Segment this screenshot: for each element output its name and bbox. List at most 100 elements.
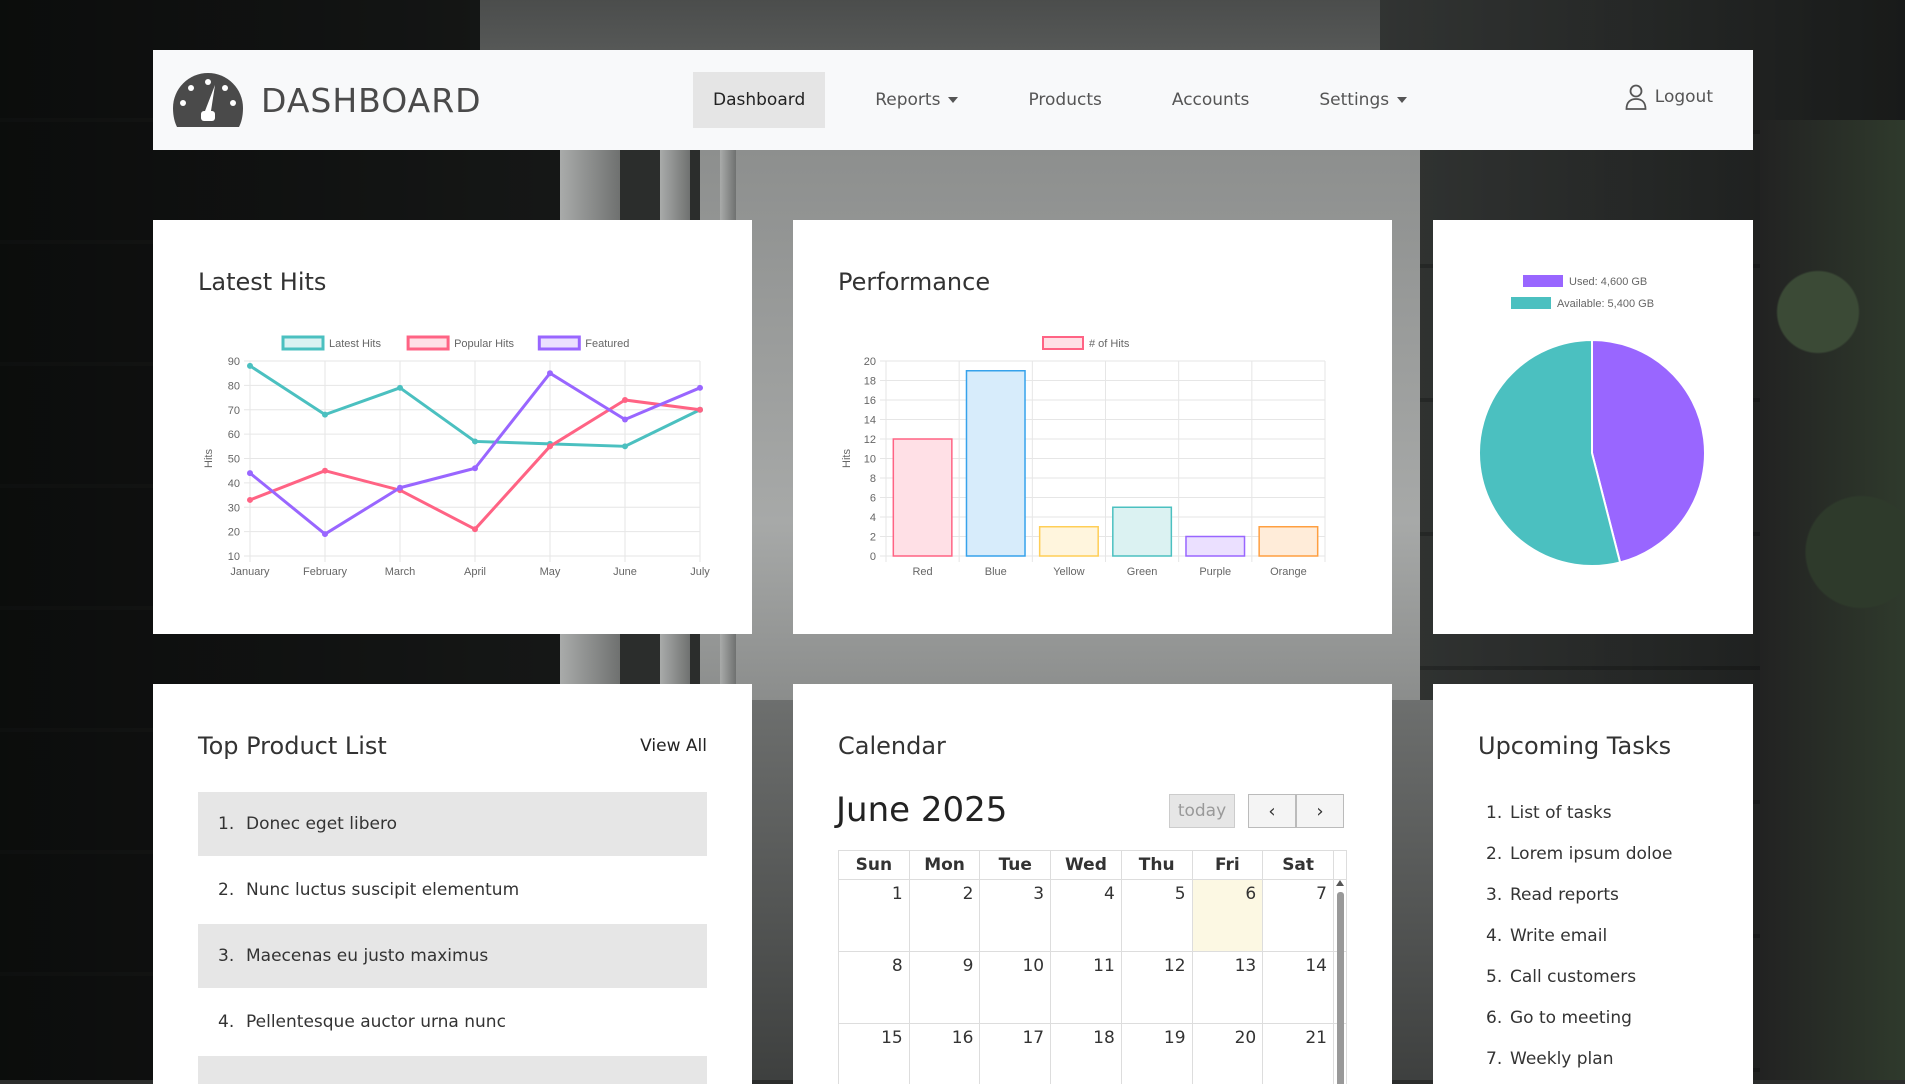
calendar-day-today[interactable]: 6: [1192, 880, 1263, 952]
weekday-header: Tue: [980, 851, 1051, 880]
calendar-day[interactable]: 5: [1121, 880, 1192, 952]
task-label: Write email: [1510, 926, 1607, 946]
x-tick-label: Purple: [1199, 566, 1231, 578]
task-number: 4.: [1486, 926, 1510, 946]
product-name: Nunc luctus suscipit elementum: [246, 880, 519, 900]
legend-label: # of Hits: [1089, 338, 1130, 350]
task-item: 2.Lorem ipsum doloe: [1478, 833, 1673, 874]
legend-swatch: [1043, 337, 1083, 349]
speedometer-icon: [171, 71, 245, 129]
y-tick-label: 8: [870, 473, 876, 485]
calendar-day[interactable]: 10: [980, 952, 1051, 1024]
task-label: Go to meeting: [1510, 1008, 1632, 1028]
calendar-day[interactable]: 17: [980, 1024, 1051, 1084]
chevron-right-icon: ›: [1316, 801, 1323, 822]
calendar-day[interactable]: 13: [1192, 952, 1263, 1024]
x-tick-label: April: [464, 566, 486, 578]
calendar-day[interactable]: 3: [980, 880, 1051, 952]
nav-item-products[interactable]: Products: [1008, 72, 1121, 128]
product-number: 2.: [218, 880, 246, 900]
product-list-item[interactable]: 1.Donec eget libero: [198, 792, 707, 856]
product-list-item[interactable]: 2.Nunc luctus suscipit elementum: [198, 858, 707, 922]
calendar-day[interactable]: 11: [1051, 952, 1122, 1024]
y-tick-label: 30: [228, 502, 240, 514]
y-tick-label: 14: [864, 415, 876, 427]
weekday-header: Mon: [909, 851, 980, 880]
calendar-day[interactable]: 18: [1051, 1024, 1122, 1084]
calendar-day[interactable]: 16: [909, 1024, 980, 1084]
data-point: [472, 438, 478, 444]
task-number: 1.: [1486, 803, 1510, 823]
product-number: 1.: [218, 814, 246, 834]
data-point: [547, 443, 553, 449]
weekday-header: Sun: [839, 851, 910, 880]
calendar-day[interactable]: 21: [1263, 1024, 1334, 1084]
nav-item-reports[interactable]: Reports: [855, 72, 978, 128]
task-item: 1.List of tasks: [1478, 792, 1673, 833]
task-number: 7.: [1486, 1049, 1510, 1069]
calendar-day[interactable]: 7: [1263, 880, 1334, 952]
product-list-item[interactable]: 3.Maecenas eu justo maximus: [198, 924, 707, 988]
x-tick-label: May: [540, 566, 561, 578]
data-point: [397, 385, 403, 391]
calendar-day[interactable]: 4: [1051, 880, 1122, 952]
main-nav: Dashboard Reports Products Accounts Settings: [693, 72, 1457, 128]
nav-item-label: Settings: [1319, 90, 1389, 110]
y-tick-label: 18: [864, 376, 876, 388]
y-tick-label: 20: [864, 356, 876, 368]
calendar-day[interactable]: 12: [1121, 952, 1192, 1024]
nav-item-dashboard[interactable]: Dashboard: [693, 72, 825, 128]
task-label: Weekly plan: [1510, 1049, 1613, 1069]
bar-orange: [1259, 527, 1318, 556]
legend-label: Latest Hits: [329, 338, 381, 350]
calendar-day[interactable]: 9: [909, 952, 980, 1024]
calendar-day[interactable]: 20: [1192, 1024, 1263, 1084]
x-tick-label: January: [230, 566, 270, 578]
task-number: 5.: [1486, 967, 1510, 987]
y-tick-label: 10: [864, 454, 876, 466]
view-all-link[interactable]: View All: [640, 736, 707, 756]
calendar-scrollbar[interactable]: [1334, 878, 1346, 1084]
bar-red: [893, 439, 952, 556]
y-tick-label: 80: [228, 380, 240, 392]
data-point: [247, 363, 253, 369]
product-name: Pellentesque auctor urna nunc: [246, 1012, 506, 1032]
product-list-item[interactable]: 4.Pellentesque auctor urna nunc: [198, 990, 707, 1054]
today-button[interactable]: today: [1169, 794, 1235, 828]
scroll-up-icon[interactable]: [1336, 880, 1344, 886]
bar-purple: [1186, 537, 1245, 557]
nav-item-settings[interactable]: Settings: [1299, 72, 1427, 128]
calendar-day[interactable]: 14: [1263, 952, 1334, 1024]
scrollbar-thumb[interactable]: [1337, 892, 1344, 1084]
weekday-header: Fri: [1192, 851, 1263, 880]
legend-swatch: [408, 337, 448, 349]
data-point: [472, 526, 478, 532]
data-point: [622, 397, 628, 403]
calendar-day[interactable]: 8: [839, 952, 910, 1024]
product-number: 4.: [218, 1012, 246, 1032]
weekday-header: Thu: [1121, 851, 1192, 880]
x-tick-label: February: [303, 566, 348, 578]
data-point: [472, 465, 478, 471]
logout-button[interactable]: Logout: [1625, 84, 1713, 110]
calendar-nav: ‹ ›: [1248, 794, 1344, 828]
calendar-day[interactable]: 2: [909, 880, 980, 952]
nav-item-accounts[interactable]: Accounts: [1152, 72, 1270, 128]
next-month-button[interactable]: ›: [1296, 794, 1344, 828]
brand[interactable]: DASHBOARD: [171, 71, 482, 129]
top-navbar: DASHBOARD Dashboard Reports Products Accoun…: [153, 50, 1753, 150]
data-point: [322, 531, 328, 537]
user-icon: [1625, 84, 1647, 110]
y-tick-label: 6: [870, 493, 876, 505]
calendar-day[interactable]: 1: [839, 880, 910, 952]
data-point: [622, 443, 628, 449]
task-item: 7.Weekly plan: [1478, 1038, 1673, 1079]
calendar-day[interactable]: 15: [839, 1024, 910, 1084]
nav-item-label: Accounts: [1172, 90, 1250, 110]
prev-month-button[interactable]: ‹: [1248, 794, 1296, 828]
calendar-day[interactable]: 19: [1121, 1024, 1192, 1084]
